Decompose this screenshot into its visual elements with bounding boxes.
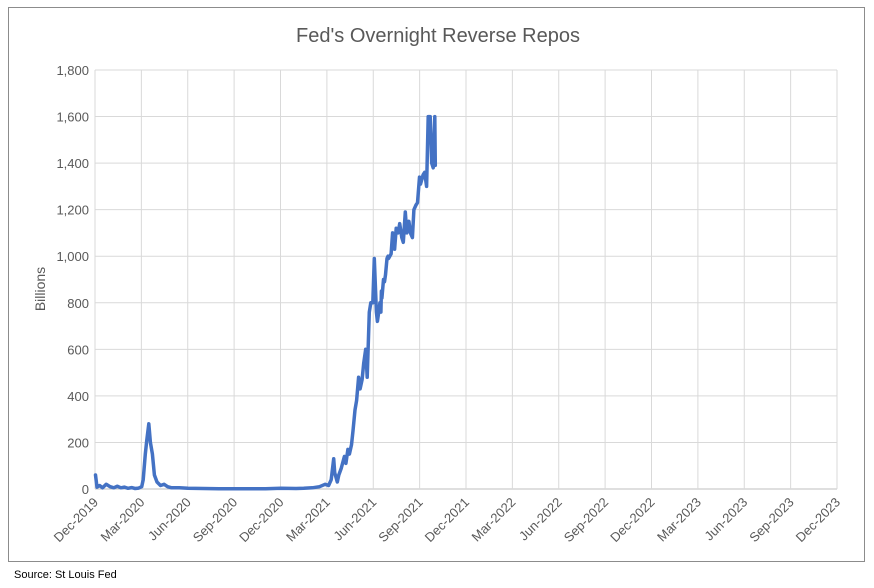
- x-tick-labels: Dec-2019Mar-2020Jun-2020Sep-2020Dec-2020…: [51, 495, 843, 545]
- x-tick-label: Sep-2022: [561, 495, 611, 545]
- x-tick-label: Dec-2019: [51, 495, 101, 545]
- x-tick-label: Mar-2021: [283, 495, 333, 545]
- chart-svg: Fed's Overnight Reverse Repos Billions 0…: [32, 25, 843, 545]
- x-tick-label: Jun-2021: [330, 495, 379, 544]
- x-tick-label: Sep-2021: [375, 495, 425, 545]
- y-tick-label: 800: [67, 296, 89, 311]
- x-tick-label: Mar-2022: [469, 495, 519, 545]
- x-tick-label: Jun-2023: [701, 495, 750, 544]
- x-tick-label: Mar-2020: [98, 495, 148, 545]
- series-layer: [93, 114, 438, 491]
- y-tick-label: 0: [82, 482, 89, 497]
- y-tick-label: 400: [67, 389, 89, 404]
- y-tick-label: 1,000: [56, 249, 89, 264]
- y-tick-label: 200: [67, 435, 89, 450]
- y-tick-label: 600: [67, 342, 89, 357]
- x-tick-label: Jun-2022: [516, 495, 565, 544]
- x-tick-label: Sep-2023: [746, 495, 796, 545]
- y-tick-label: 1,200: [56, 203, 89, 218]
- y-tick-labels: 0 200 400 600 800 1,000 1,200 1,400 1,600 1,800: [56, 63, 89, 497]
- x-tick-label: Jun-2020: [145, 495, 194, 544]
- series-line: [93, 114, 438, 491]
- y-tick-label: 1,800: [56, 63, 89, 78]
- y-axis-label: Billions: [32, 267, 48, 311]
- x-tick-label: Mar-2023: [654, 495, 704, 545]
- chart-title: Fed's Overnight Reverse Repos: [296, 25, 580, 47]
- grid-layer: [94, 69, 838, 490]
- y-tick-label: 1,600: [56, 110, 89, 125]
- y-tick-label: 1,400: [56, 156, 89, 171]
- x-tick-label: Dec-2023: [793, 495, 843, 545]
- x-tick-label: Dec-2021: [422, 495, 472, 545]
- chart-frame: Fed's Overnight Reverse Repos Billions 0…: [8, 7, 865, 562]
- x-tick-label: Dec-2020: [236, 495, 286, 545]
- source-note: Source: St Louis Fed: [14, 569, 117, 581]
- x-tick-label: Dec-2022: [607, 495, 657, 545]
- x-tick-label: Sep-2020: [190, 495, 240, 545]
